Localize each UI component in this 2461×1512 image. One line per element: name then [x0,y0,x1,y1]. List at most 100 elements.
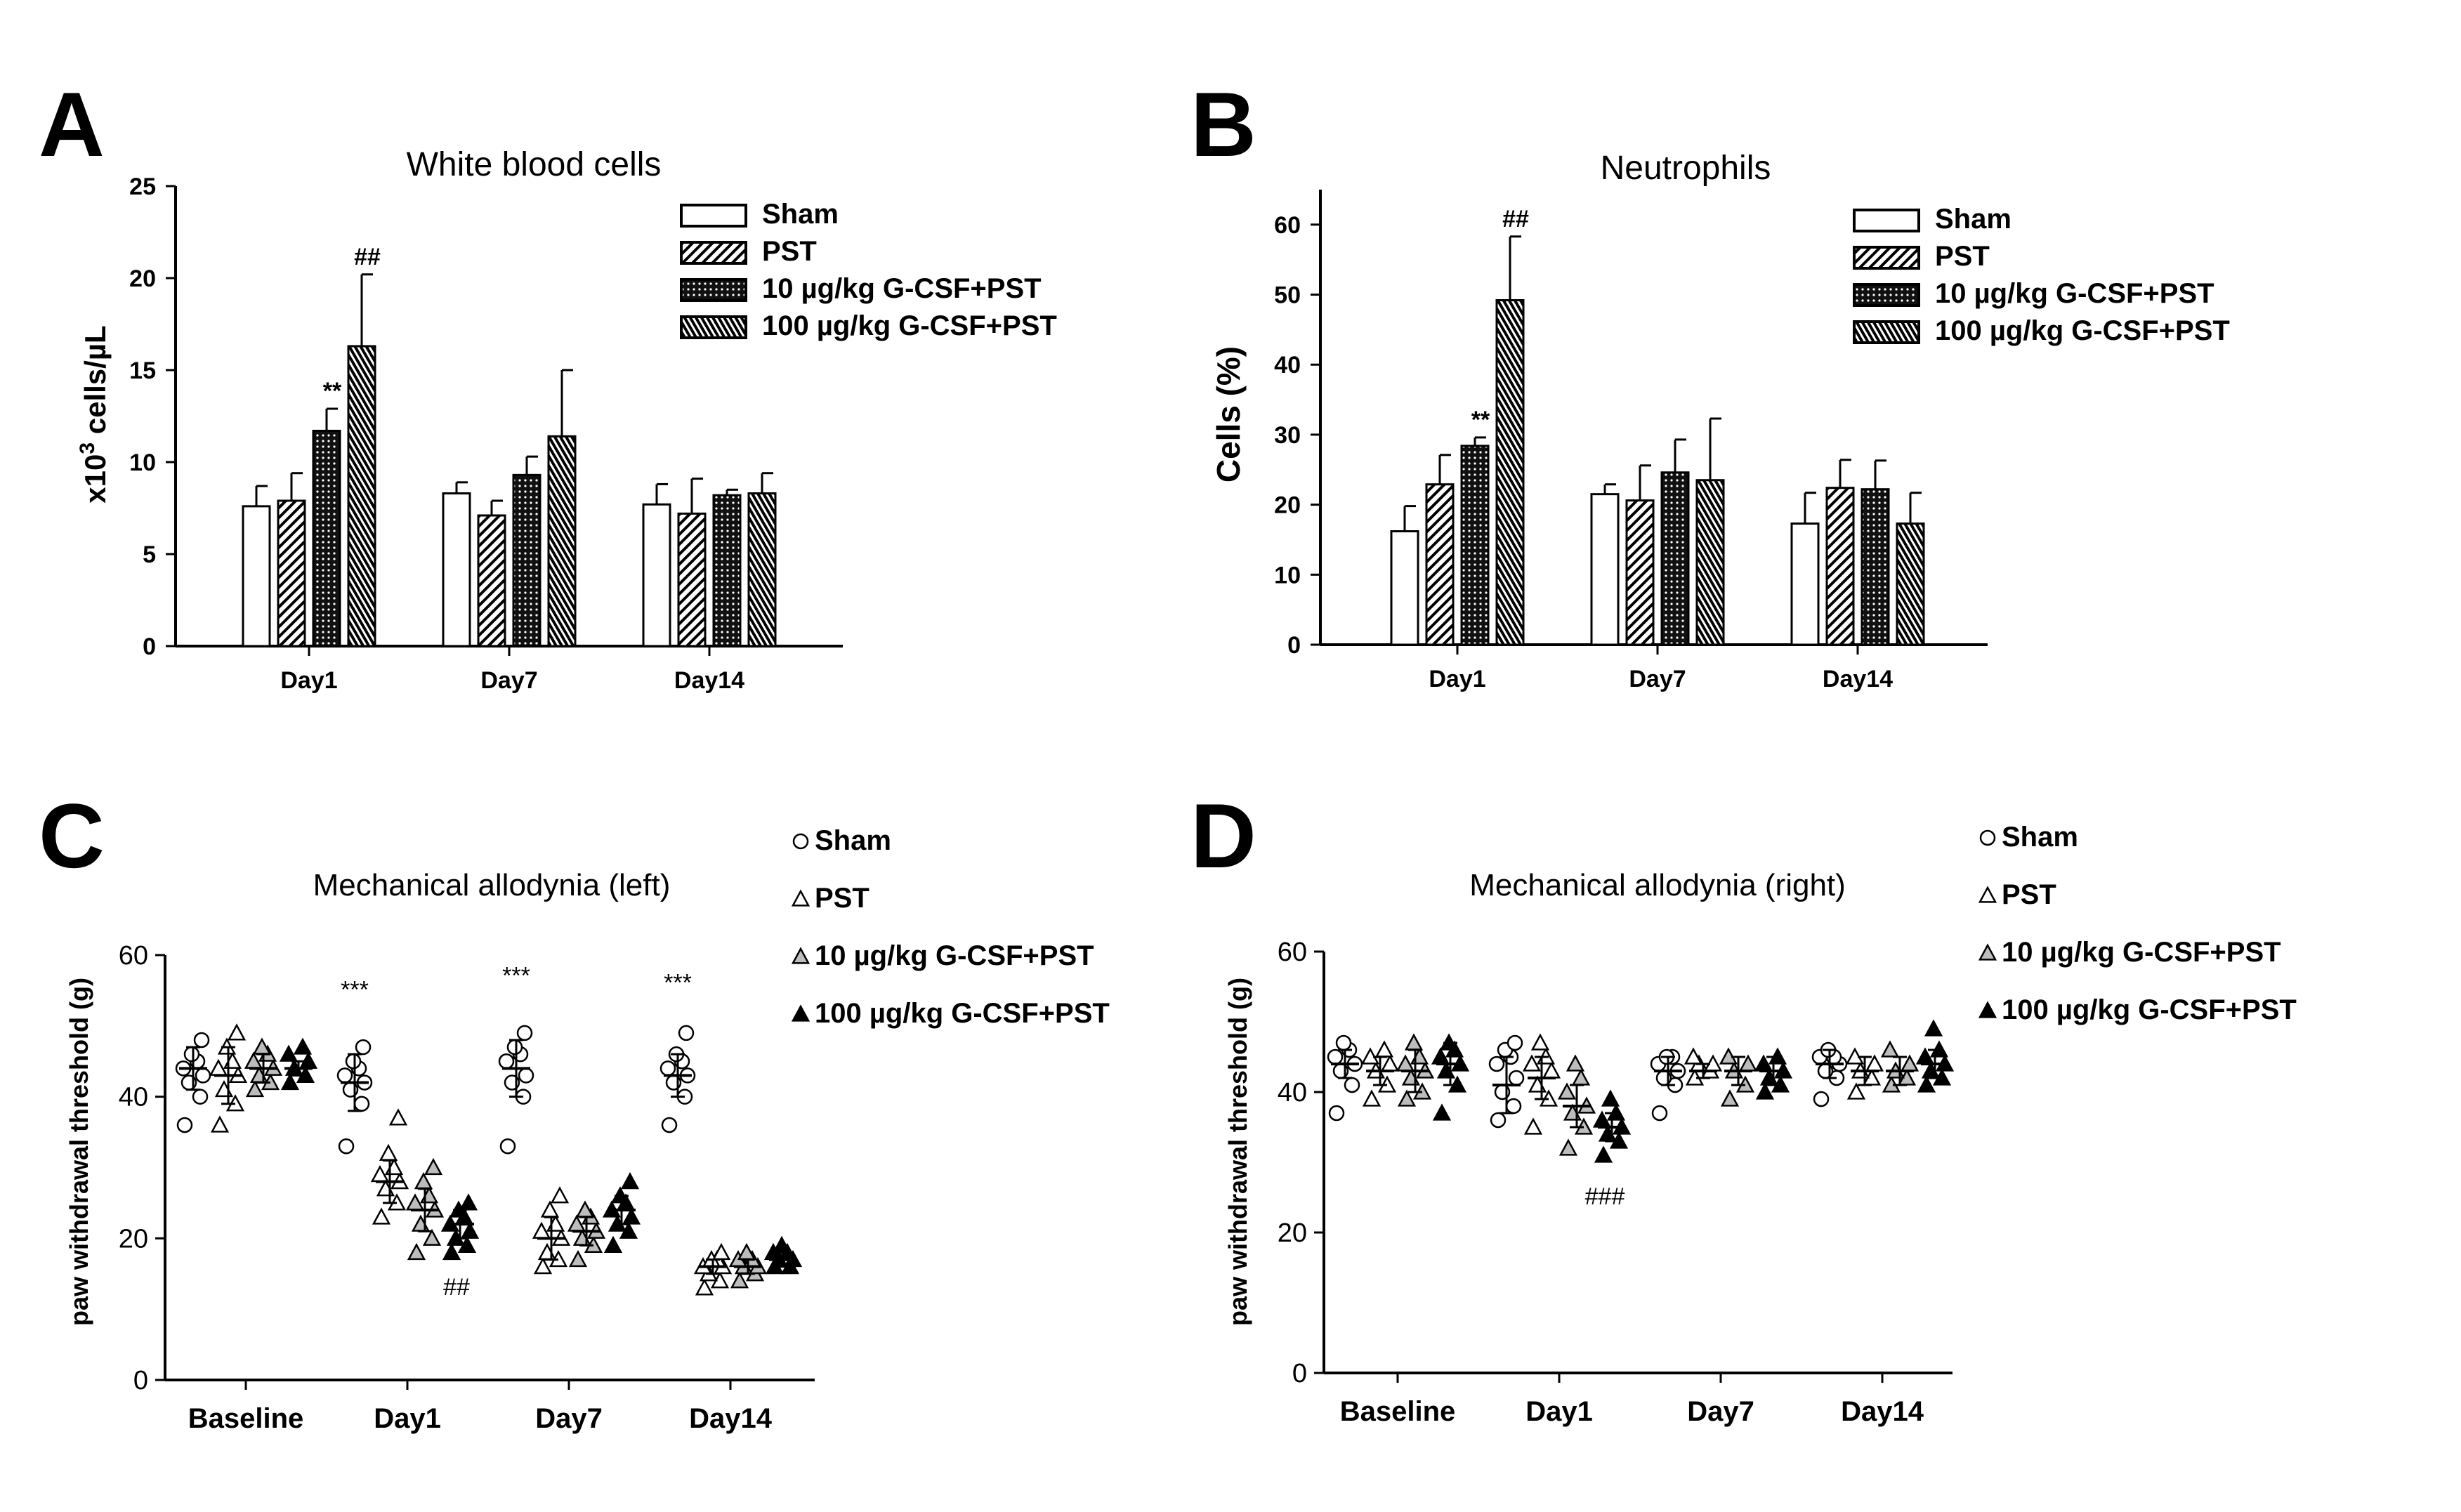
data-point [792,833,809,850]
y-tick-label: 20 [1274,492,1301,519]
bar-day1-series-2 [1425,483,1455,646]
panel-d-chart: Mechanical allodynia (right) paw withdra… [1223,822,2297,1427]
bar-day14-series-2 [677,512,707,647]
y-tick-label: 10 [1274,562,1301,589]
legend-label-3: 10 µg/kg G-CSF+PST [762,273,1042,304]
data-point [1813,1091,1830,1107]
bar-day7-series-4 [547,435,577,647]
data-point [730,1271,749,1289]
x-tick-label-day1: Day1 [280,667,337,694]
data-point [1978,943,1997,961]
data-point [192,1089,209,1105]
legend-label-4: 100 µg/kg G-CSF+PST [2002,994,2297,1025]
legend-swatch-2 [680,241,747,265]
x-tick-label-day14: Day14 [1841,1396,1924,1427]
y-tick-label: 0 [133,1366,148,1395]
data-point [280,1072,300,1091]
legend-label-1: Sham [815,825,891,856]
data-point [176,1117,193,1133]
significance-label: ** [323,378,342,405]
x-tick-label-day7: Day7 [480,667,537,694]
y-tick-label: 0 [1292,1359,1307,1388]
panel-letter-b: B [1190,73,1256,176]
bar-day1-series-1 [242,505,271,647]
data-point [622,1207,641,1225]
data-point [1488,1056,1505,1072]
data-point [195,1067,211,1084]
data-point [1328,1105,1345,1122]
bar-day7-series-4 [1695,479,1725,646]
panel-c-title: Mechanical allodynia (left) [313,868,671,902]
panel-a-ylabel: x103 cells/µL [76,325,112,503]
x-tick-label-day1: Day1 [1429,666,1485,692]
data-point [183,1046,200,1063]
legend-swatch-1 [1853,209,1920,232]
panel-c-ylabel: paw withdrawal threshold (g) [65,978,93,1326]
panel-a-chart: White blood cells x103 cells/µL 0 5 10 15 20… [76,146,1057,694]
significance-label: *** [502,962,530,989]
data-point [620,1172,640,1190]
bar-day1-series-3 [312,429,341,647]
data-point [791,947,811,964]
x-tick-label-day14: Day14 [689,1403,773,1434]
x-tick-label-day7: Day7 [1687,1396,1754,1427]
legend-swatch-4 [680,315,747,339]
y-tick-label: 60 [1274,212,1301,239]
data-point [1505,1098,1522,1115]
legend-label-4: 100 µg/kg G-CSF+PST [1935,315,2230,346]
data-point [353,1096,370,1112]
data-point [1327,1048,1344,1065]
bar-day14-series-3 [1860,488,1890,646]
x-tick-label-baseline: Baseline [188,1403,304,1434]
y-tick-label: 40 [1278,1078,1307,1107]
data-point [678,1025,695,1041]
data-point [603,1235,623,1254]
bar-day14-series-4 [1896,522,1925,646]
x-tick-label-day1: Day1 [374,1403,441,1434]
significance-label: ## [1502,206,1529,232]
bar-day7-series-2 [477,514,506,647]
bar-day1-series-4 [347,345,376,647]
legend-label-1: Sham [762,199,839,230]
bar-day14-series-1 [1790,522,1820,646]
y-tick-label: 0 [1287,632,1301,659]
legend-swatch-3 [680,278,747,302]
x-tick-label-day14: Day14 [1823,666,1893,692]
data-point [1924,1019,1943,1037]
data-point [1522,1054,1542,1072]
legend-swatch-4 [1853,320,1920,344]
data-point [1880,1040,1900,1058]
legend-label-3: 10 µg/kg G-CSF+PST [2002,937,2281,968]
data-point [661,1117,678,1133]
y-tick-label: 50 [1274,282,1301,309]
bar-day7-series-3 [512,473,542,647]
data-point [711,1242,731,1261]
data-point [550,1186,570,1204]
y-tick-label: 10 [129,449,156,476]
panel-c-chart: Mechanical allodynia (left) paw withdraw… [65,825,1110,1434]
data-point [1720,1089,1740,1107]
significance-label: ## [443,1274,470,1301]
x-tick-label-day14: Day14 [674,667,744,694]
data-point [245,1079,265,1098]
bar-day14-series-1 [642,503,671,647]
panel-d-title: Mechanical allodynia (right) [1469,868,1846,902]
data-point [695,1278,714,1296]
data-point [424,1157,443,1176]
data-point [372,1207,391,1225]
legend-label-4: 100 µg/kg G-CSF+PST [815,998,1110,1029]
data-point [791,889,811,907]
data-point [791,1004,811,1022]
bar-day7-series-3 [1660,471,1690,646]
data-point [1335,1034,1352,1051]
legend-label-3: 10 µg/kg G-CSF+PST [1935,278,2214,309]
data-point [355,1039,372,1056]
data-point [1558,1138,1578,1156]
legend-label-3: 10 µg/kg G-CSF+PST [815,940,1094,971]
legend-label-1: Sham [1935,204,2012,235]
y-tick-label: 5 [143,541,156,568]
x-tick-label-day1: Day1 [1525,1396,1593,1427]
data-point [1979,829,1996,846]
data-point [388,1108,408,1126]
